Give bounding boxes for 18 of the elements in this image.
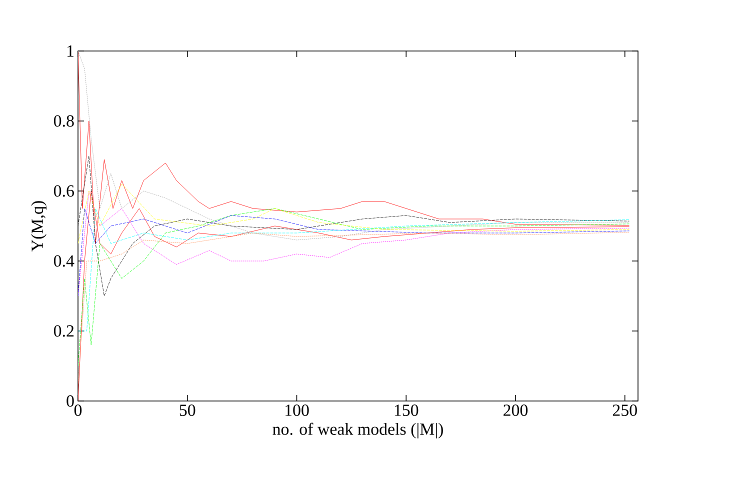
line-series: [78, 208, 630, 332]
x-tick-label: 50: [180, 404, 196, 416]
x-tick-label: 200: [504, 404, 528, 416]
y-tick-label: 0: [66, 395, 74, 407]
y-axis-title: Y(M,q): [31, 201, 46, 252]
x-axis-title: no. of weak models (|M|): [272, 422, 443, 438]
y-tick-label: 0.2: [54, 325, 74, 337]
y-tick-label: 0.4: [54, 255, 74, 267]
line-series: [78, 184, 630, 244]
y-tick-label: 1: [67, 45, 74, 57]
line-series: [78, 208, 630, 296]
x-tick-label: 250: [612, 404, 637, 416]
x-tick-label: 0: [74, 404, 82, 416]
y-tick-label: 0.6: [54, 185, 74, 197]
x-tick-label: 150: [394, 404, 418, 416]
x-tick-label: 100: [286, 404, 309, 416]
y-tick-label: 0.8: [54, 115, 74, 127]
line-series: [78, 232, 630, 384]
